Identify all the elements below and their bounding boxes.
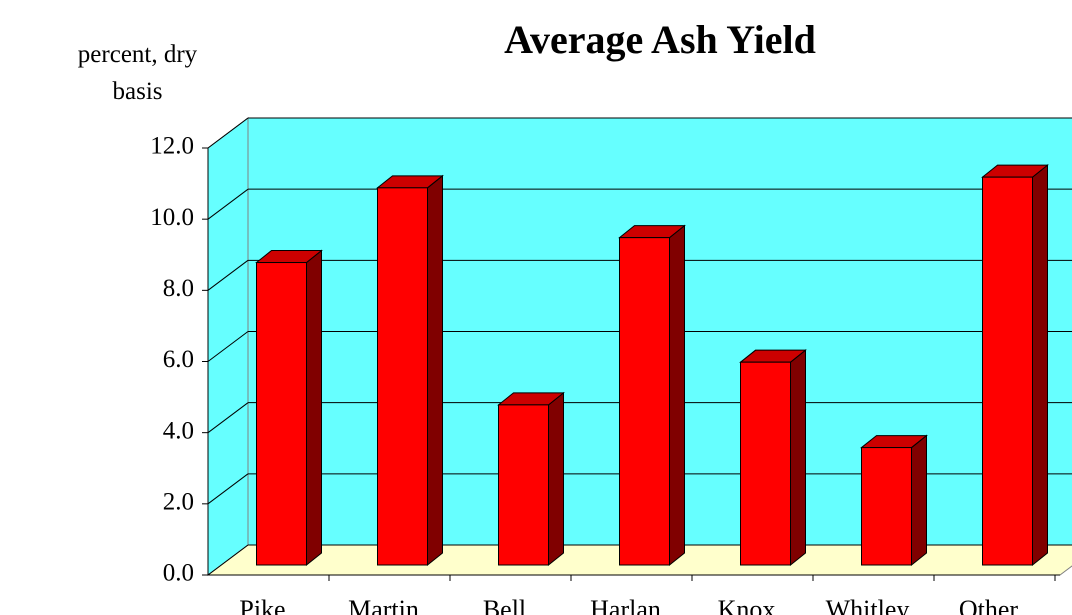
grid-line [207, 259, 249, 291]
y-tick-label: 8.0 [163, 275, 194, 302]
x-tick-label: Pike [239, 595, 285, 615]
bar [619, 237, 670, 566]
x-tick-label: Martin [348, 595, 419, 615]
y-tick-label: 0.0 [163, 560, 194, 587]
bar-side [669, 224, 685, 567]
grid-line [207, 473, 249, 505]
bar [256, 262, 307, 566]
bar [982, 176, 1033, 566]
bar [498, 404, 549, 566]
x-tick-label: Bell [483, 595, 526, 615]
y-axis-label: percent, dry basis [77, 41, 198, 105]
y-tick-label: 2.0 [163, 489, 194, 516]
grid-line [207, 544, 249, 576]
grid-line [207, 402, 249, 434]
grid-line [207, 117, 249, 149]
bar-side [911, 434, 927, 567]
y-tick-label: 12.0 [150, 133, 194, 160]
bar [740, 361, 791, 566]
y-tick-label: 6.0 [163, 346, 194, 373]
y-tick-label: 10.0 [150, 204, 194, 231]
x-tick-label: Other [959, 595, 1019, 615]
bar [861, 447, 912, 566]
bar-side [790, 349, 806, 567]
chart-title: Average Ash Yield [504, 17, 816, 62]
bar [377, 187, 428, 566]
bar-side [1032, 164, 1048, 567]
x-tick-label: Harlan [590, 595, 661, 615]
x-tick-label: Whitley [826, 595, 910, 615]
grid-line [207, 188, 249, 220]
bar-side [427, 174, 443, 567]
x-tick-label: Knox [718, 595, 776, 615]
y-tick-label: 4.0 [163, 417, 194, 444]
bar-side [306, 249, 322, 567]
bar-side [548, 391, 564, 567]
grid-line [207, 331, 249, 362]
